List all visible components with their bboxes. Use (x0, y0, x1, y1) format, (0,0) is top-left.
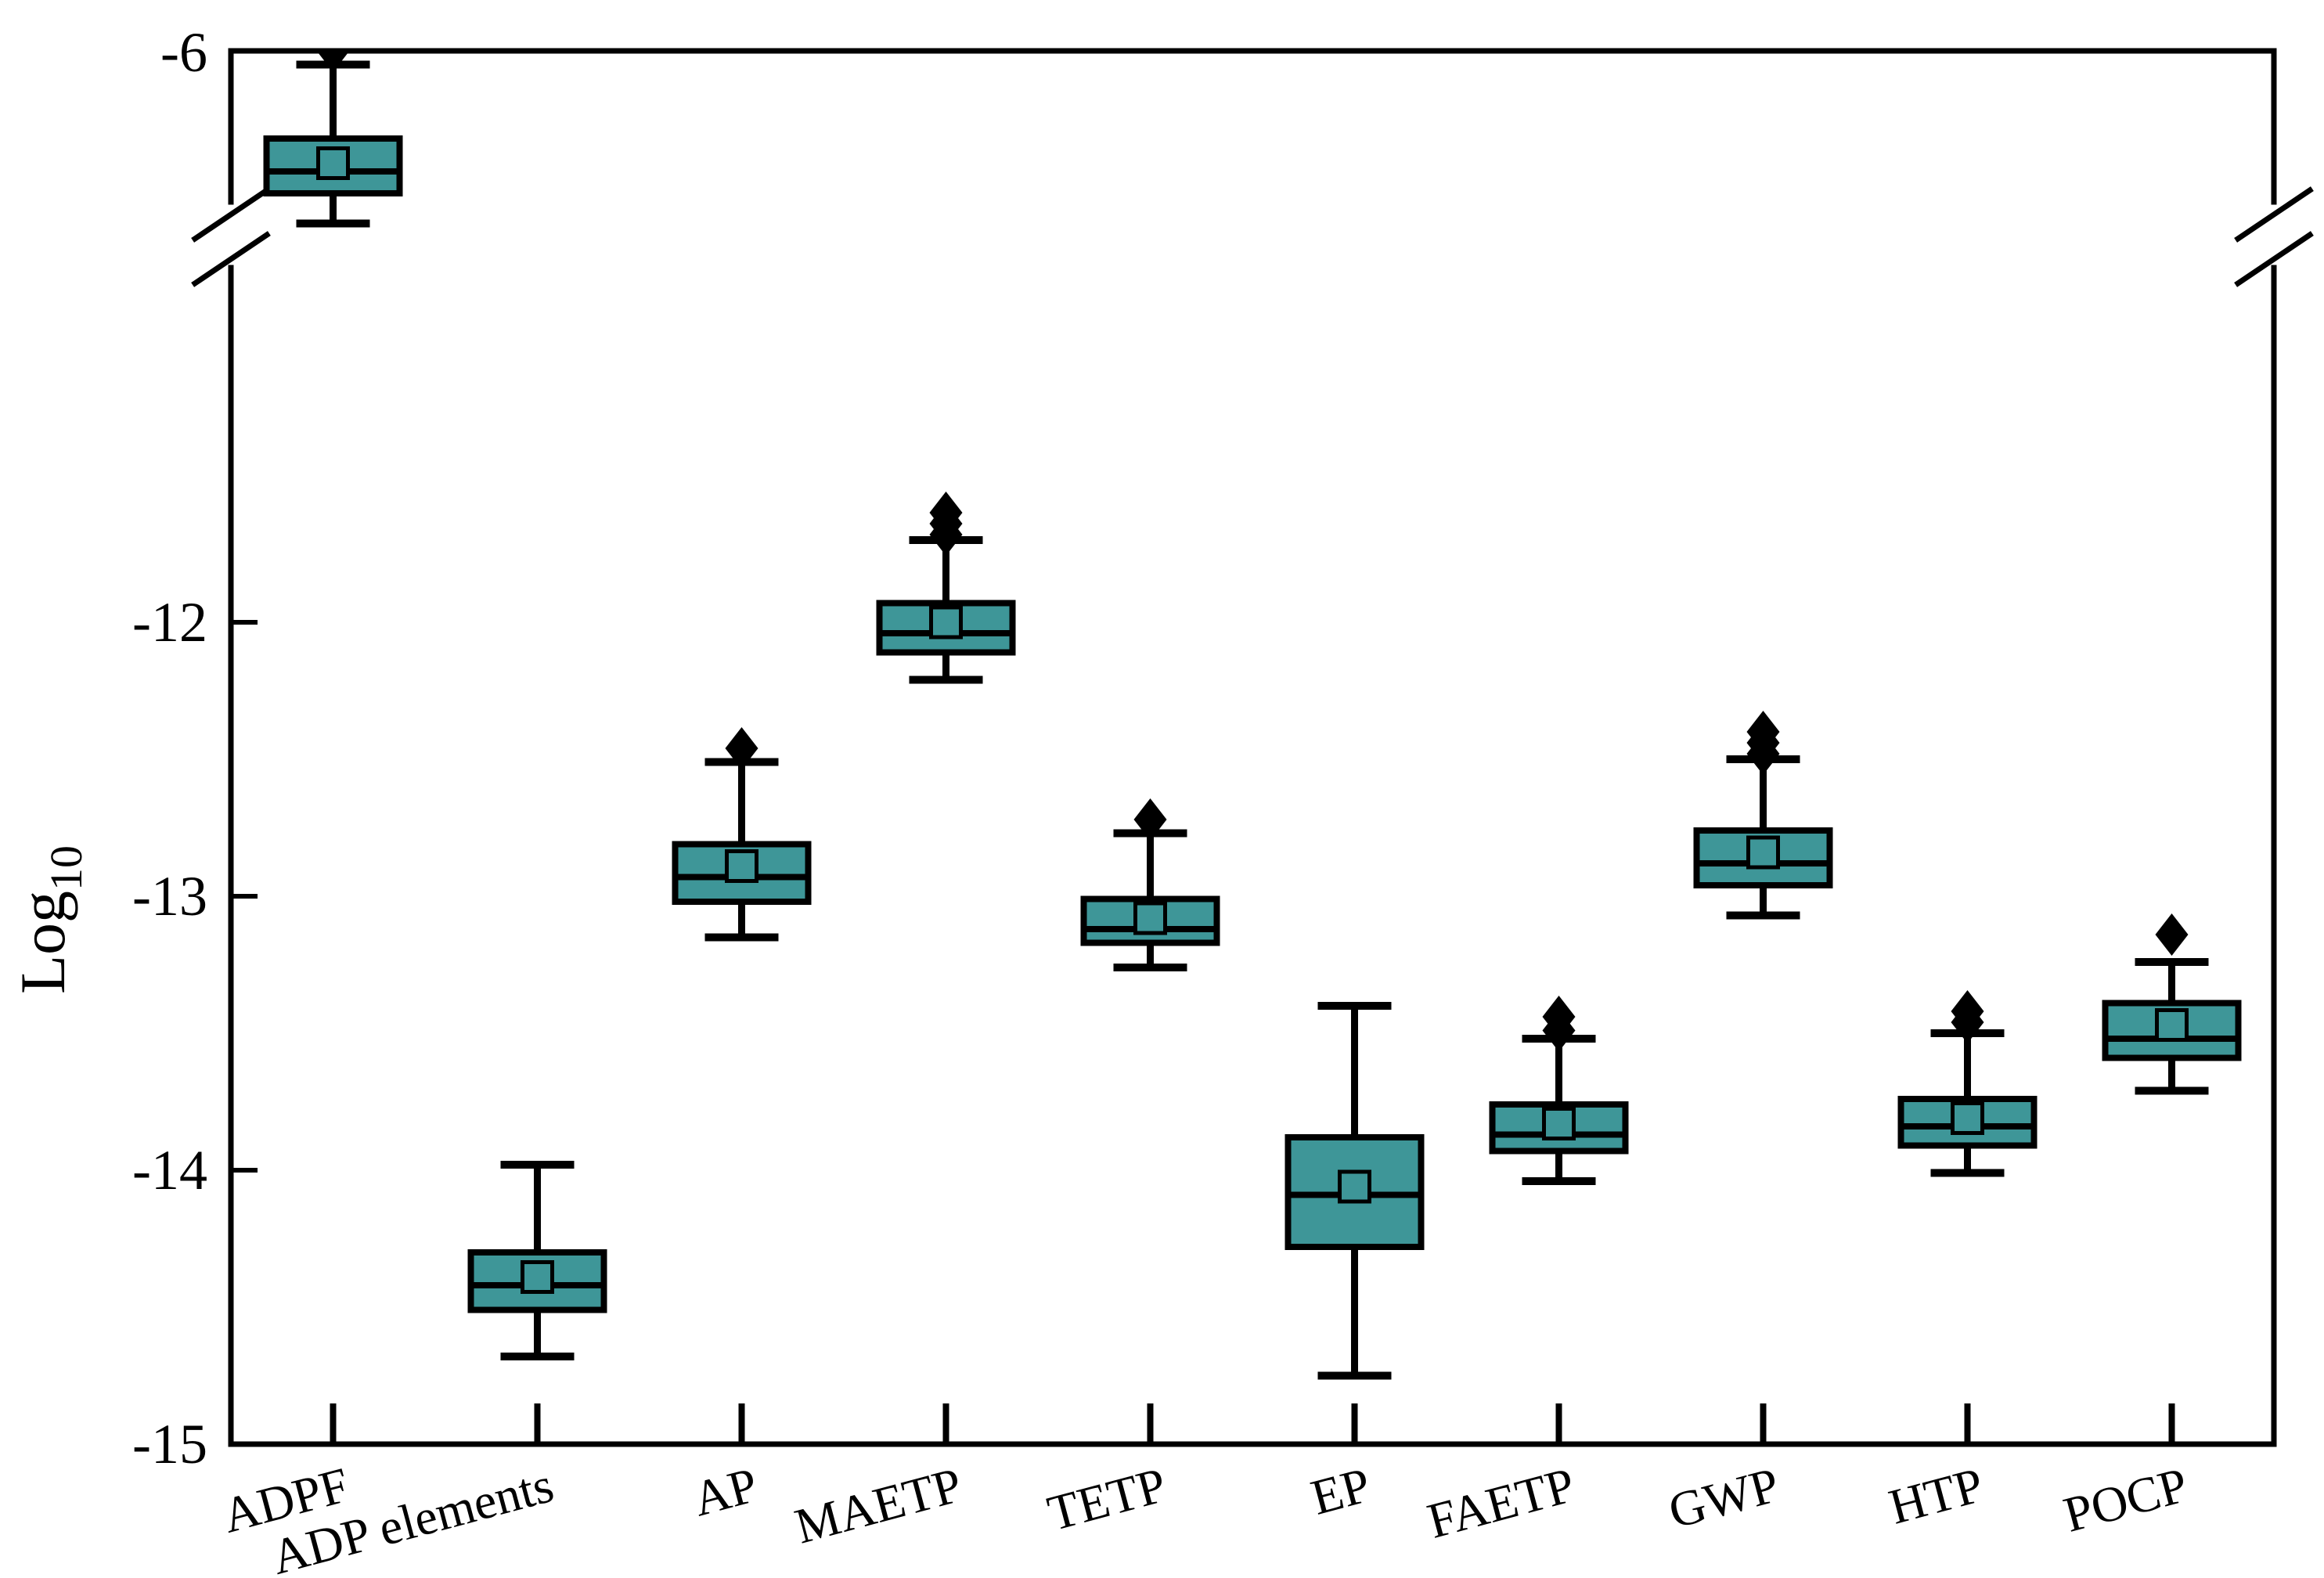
mean-marker (1338, 1169, 1371, 1204)
plot-frame (191, 48, 2314, 1447)
box-group-POCP (2102, 958, 2242, 1095)
outlier-diamond (929, 492, 963, 534)
box-group-TETP (1080, 829, 1220, 971)
mean-marker (2155, 1008, 2189, 1042)
box-group-HTP (1897, 1029, 2038, 1177)
y-axis-title: Log10 (7, 845, 92, 994)
mean-marker (1951, 1101, 1984, 1135)
mean-marker (1746, 835, 1780, 870)
mean-marker (929, 605, 963, 639)
y-tick-label: -15 (132, 1413, 207, 1475)
mean-marker (1542, 1107, 1576, 1140)
outlier-diamond (2155, 913, 2189, 956)
box-group-ADPF (263, 60, 403, 228)
box-group-GWP (1693, 755, 1833, 920)
box-group-FAETP (1489, 1035, 1629, 1185)
y-tick-label: -13 (132, 865, 207, 928)
outlier-diamond (1542, 996, 1576, 1038)
box-group-ADP-elements (467, 1161, 607, 1360)
break-slash (2234, 231, 2314, 287)
break-slash (191, 231, 271, 287)
y-axis-title-base: Log (7, 891, 78, 994)
box-group-EP (1285, 1002, 1425, 1380)
box-group-MAETP (876, 536, 1016, 684)
mean-marker (1133, 901, 1167, 935)
y-tick-label: -6 (160, 21, 207, 84)
y-axis: -12 -13 -14 -15 -6 (132, 21, 258, 1475)
mean-marker (725, 849, 758, 883)
mean-marker (316, 146, 350, 180)
y-axis-title-sub: 10 (41, 845, 92, 891)
break-slash (191, 186, 271, 243)
y-tick-label: -14 (132, 1139, 207, 1202)
outlier-diamond (1951, 990, 1984, 1032)
outlier-diamond (1746, 711, 1780, 753)
box-group-AP (672, 758, 812, 942)
y-tick-label: -12 (132, 591, 207, 654)
mean-marker (521, 1260, 554, 1294)
break-slash (2234, 186, 2314, 243)
